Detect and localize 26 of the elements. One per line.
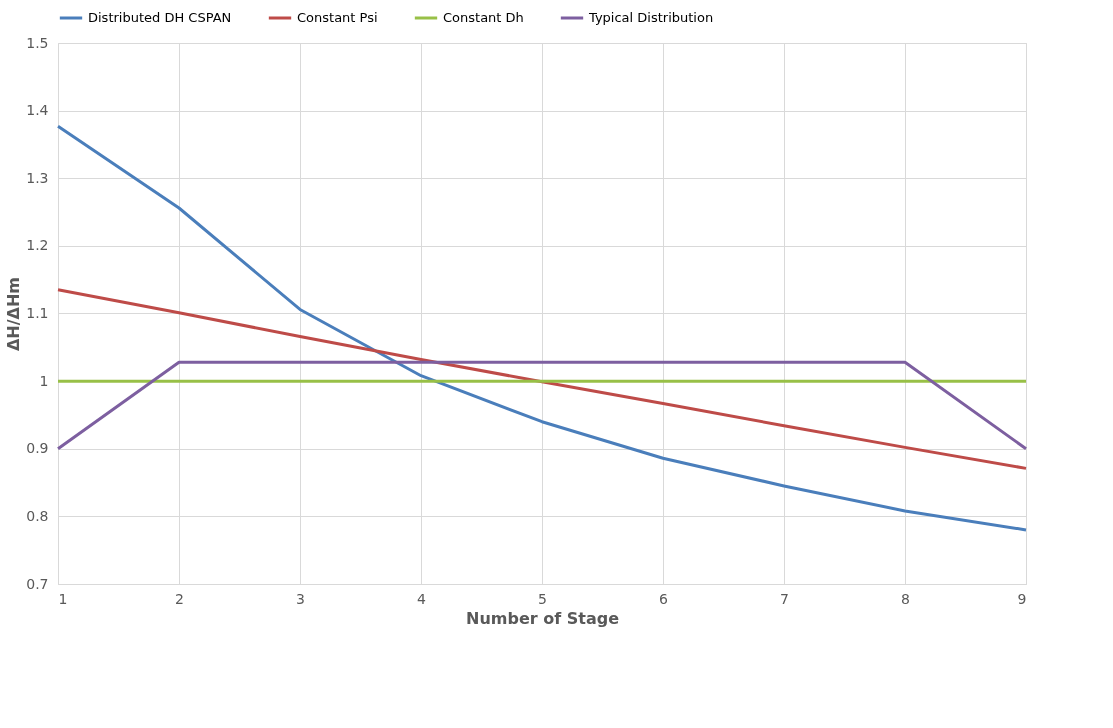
y-axis-title: ΔH/ΔHm bbox=[4, 276, 24, 352]
x-tick-label: 1 bbox=[58, 590, 68, 607]
legend-label: Constant Psi bbox=[297, 10, 378, 25]
y-tick-label: 0.7 bbox=[26, 575, 49, 592]
y-tick-label: 1.3 bbox=[26, 169, 49, 186]
x-tick-label: 6 bbox=[659, 590, 669, 607]
y-tick-label: 1.1 bbox=[26, 305, 49, 321]
x-axis-title: Number of Stage bbox=[465, 608, 620, 628]
legend-label: Typical Distribution bbox=[588, 10, 714, 25]
y-tick-label: 1 bbox=[39, 372, 49, 389]
x-tick-label: 8 bbox=[901, 590, 910, 607]
line-series bbox=[56, 288, 1028, 470]
y-tick-label: 0.8 bbox=[26, 507, 49, 524]
x-tick-label: 2 bbox=[175, 590, 184, 607]
y-tick-label: 1.2 bbox=[26, 237, 49, 254]
x-tick-label: 3 bbox=[296, 590, 305, 607]
x-tick-label: 4 bbox=[417, 590, 427, 607]
x-tick-label: 5 bbox=[538, 590, 547, 607]
line-series bbox=[56, 124, 1028, 532]
y-tick-label: 1.5 bbox=[26, 34, 49, 51]
x-tick-label: 9 bbox=[1017, 590, 1027, 607]
x-tick-label: 7 bbox=[780, 590, 789, 607]
legend-label: Constant Dh bbox=[443, 10, 524, 25]
legend-label: Distributed DH CSPAN bbox=[88, 10, 232, 25]
y-tick-label: 1.4 bbox=[26, 102, 49, 119]
y-tick-label: 0.9 bbox=[26, 440, 49, 457]
